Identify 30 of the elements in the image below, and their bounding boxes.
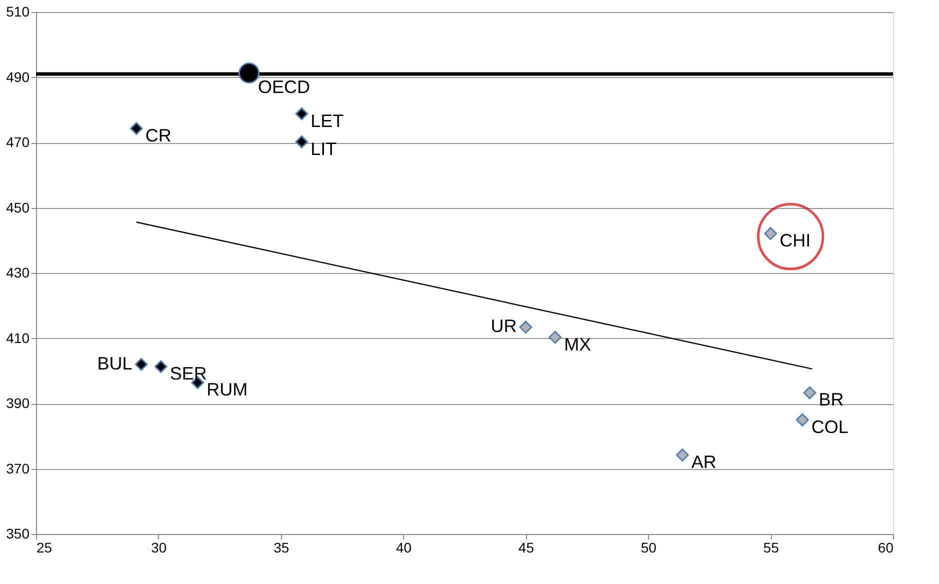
annotation: COL — [811, 416, 848, 437]
y-tick-label: 410 — [6, 330, 30, 346]
y-tick-label: 390 — [6, 395, 30, 411]
x-tick-label: 40 — [396, 540, 412, 556]
annotation: LIT — [310, 138, 337, 159]
y-tick-label: 450 — [6, 199, 30, 216]
x-tick-label: 55 — [763, 540, 780, 556]
annotation: MX — [564, 334, 592, 354]
y-tick-label: 430 — [6, 264, 30, 280]
x-tick-label: 60 — [878, 540, 894, 556]
annotation: BR — [818, 390, 844, 410]
y-tick-label: 470 — [6, 134, 30, 150]
x-tick-label: 50 — [640, 540, 657, 556]
x-tick-label: 25 — [36, 540, 52, 556]
x-tick-label: 45 — [518, 540, 534, 556]
x-tick-label: 30 — [151, 540, 167, 556]
y-tick-label: 350 — [6, 526, 30, 542]
y-tick-label: 510 — [6, 4, 30, 20]
annotation: BUL — [97, 353, 132, 374]
annotation: LET — [310, 110, 344, 131]
annotation: UR — [490, 316, 517, 336]
y-tick-label: 490 — [6, 68, 30, 85]
annotation: AR — [691, 452, 716, 472]
annotation: SER — [170, 364, 207, 384]
annotation: CR — [145, 125, 172, 146]
annotation: CHI — [780, 230, 811, 251]
annotation: OECD — [258, 77, 310, 98]
y-tick-label: 370 — [6, 460, 30, 476]
annotation: RUM — [206, 380, 248, 400]
x-tick-label: 35 — [274, 540, 290, 556]
